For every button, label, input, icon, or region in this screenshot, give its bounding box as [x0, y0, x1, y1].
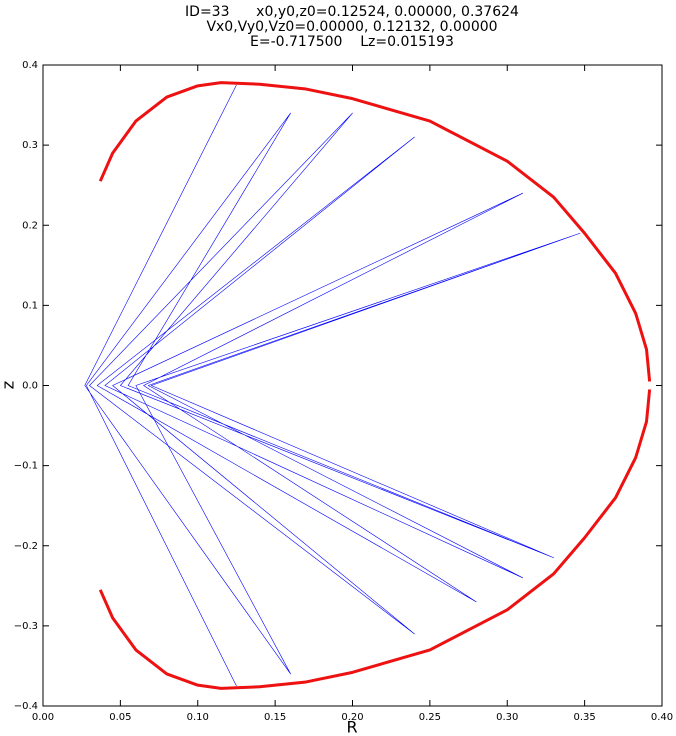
y-tick-label: −0.1	[14, 461, 38, 472]
y-tick-label: 0.4	[22, 60, 38, 71]
y-tick-label: −0.4	[14, 701, 38, 712]
x-axis-label: R	[346, 718, 357, 736]
y-tick-label: −0.3	[14, 621, 38, 632]
y-axis-label: z	[0, 381, 18, 389]
x-tick-label: 0.10	[187, 712, 209, 723]
x-tick-label: 0.40	[651, 712, 673, 723]
x-tick-label: 0.25	[419, 712, 441, 723]
y-tick-label: 0.0	[22, 381, 38, 392]
y-tick-label: −0.2	[14, 541, 38, 552]
x-tick-label: 0.30	[496, 712, 518, 723]
x-tick-label: 0.05	[109, 712, 131, 723]
y-tick-label: 0.2	[22, 220, 38, 231]
chart-title: Vx0,Vy0,Vz0=0.00000, 0.12132, 0.00000	[206, 19, 497, 35]
x-tick-label: 0.00	[32, 712, 54, 723]
series-line	[84, 84, 581, 687]
series-line	[98, 81, 652, 690]
chart-title: ID=33 x0,y0,z0=0.12524, 0.00000, 0.37624	[185, 4, 519, 20]
x-tick-label: 0.15	[264, 712, 286, 723]
plot-frame	[42, 64, 663, 707]
x-tick-label: 0.35	[573, 712, 595, 723]
chart-title: E=-0.717500 Lz=0.015193	[250, 34, 454, 50]
y-tick-label: 0.1	[22, 300, 38, 311]
y-tick-label: 0.3	[22, 140, 38, 151]
x-tick-label: 0.20	[341, 712, 363, 723]
